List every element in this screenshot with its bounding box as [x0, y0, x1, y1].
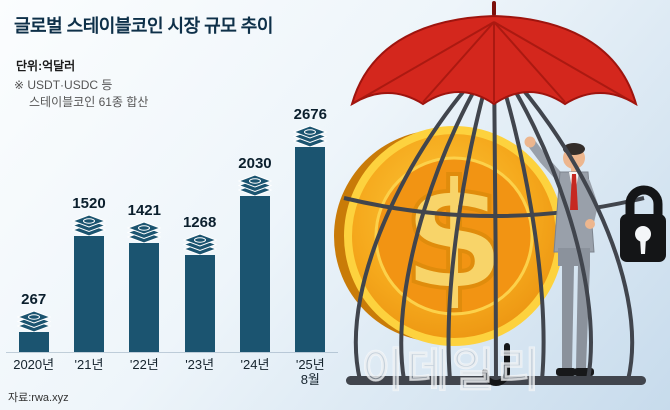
cash-stack-icon [71, 214, 107, 237]
cash-stack-icon [16, 310, 52, 333]
bar [73, 236, 104, 352]
red-umbrella [350, 1, 638, 107]
watermark: 이데일리 [361, 344, 543, 397]
bar-columns: 267 1520 1421 1268 2030 2676 [6, 100, 338, 353]
bar [184, 255, 215, 352]
padlock-icon [620, 185, 666, 262]
gold-dollar-coin: $ [334, 126, 564, 346]
x-axis-label: '21년 [74, 357, 104, 372]
cash-stack-icon [292, 125, 328, 148]
footnote-line1: ※ USDT·USDC 등 [14, 78, 113, 92]
x-axis-label: '23년 [185, 357, 215, 372]
x-axis: 2020년 '21년 '22년 '23년 '24년 '25년 8월 [6, 353, 338, 388]
footnote: ※ USDT·USDC 등 스테이블코인 61종 합산 [14, 77, 148, 111]
page-title: 글로벌 스테이블코인 시장 규모 추이 [14, 16, 273, 36]
bar-value-label: 1421 [127, 202, 161, 219]
x-axis-label: 2020년 [13, 357, 55, 372]
bar-column: 267 [6, 291, 61, 352]
source-label: 자료:rwa.xyz [8, 392, 69, 404]
bar-column: 1268 [172, 214, 227, 352]
bar-chart: 267 1520 1421 1268 2030 2676 2020년 '21년 '22년 '23… [6, 100, 338, 388]
cash-stack-icon [126, 221, 162, 244]
x-axis-label: '24년 [240, 357, 270, 372]
umbrella-handle [482, 343, 510, 386]
bar-column: 2030 [227, 155, 282, 352]
bar-value-label: 2676 [293, 106, 327, 123]
bar-value-label: 1268 [182, 214, 217, 231]
bar [129, 243, 160, 352]
cash-stack-icon [237, 174, 273, 197]
x-axis-label: '25년 8월 [295, 357, 325, 387]
bar-column: 2676 [283, 106, 338, 352]
bar-value-label: 267 [21, 291, 47, 308]
footnote-line2: 스테이블코인 61종 합산 [29, 94, 149, 109]
bar-value-label: 2030 [238, 155, 272, 172]
bar [18, 332, 49, 352]
unit-label: 단위:억달러 [16, 59, 76, 73]
x-axis-label: '22년 [129, 357, 159, 372]
cash-stack-icon [182, 233, 218, 256]
cage-illustration: $ [334, 1, 666, 386]
bar [295, 147, 326, 352]
bar-value-label: 1520 [72, 195, 106, 212]
bar-column: 1421 [117, 202, 172, 352]
bar [239, 196, 270, 352]
bar-column: 1520 [61, 195, 116, 352]
